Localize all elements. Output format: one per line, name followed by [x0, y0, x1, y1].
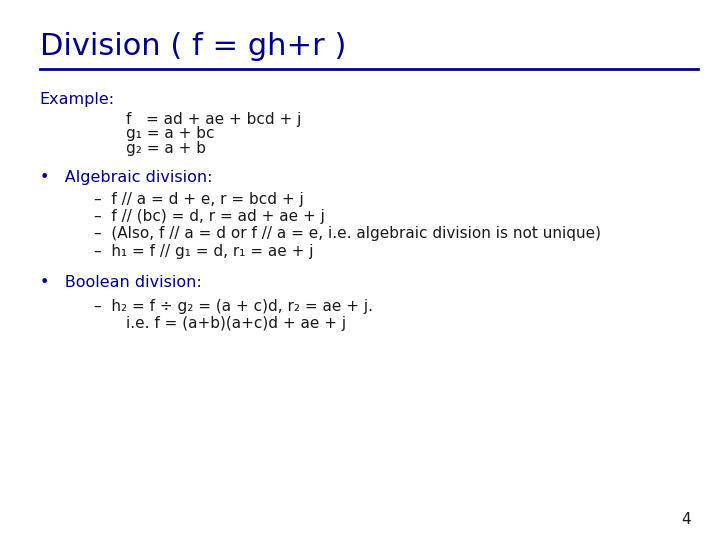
Text: f   = ad + ae + bcd + j: f = ad + ae + bcd + j: [126, 112, 302, 127]
Text: Example:: Example:: [40, 92, 114, 107]
Text: g₁ = a + bc: g₁ = a + bc: [126, 126, 215, 141]
Text: Division ( f = gh+r ): Division ( f = gh+r ): [40, 32, 346, 62]
Text: 4: 4: [682, 511, 691, 526]
Text: –  h₁ = f // g₁ = d, r₁ = ae + j: – h₁ = f // g₁ = d, r₁ = ae + j: [94, 244, 313, 259]
Text: –  f // (bc) = d, r = ad + ae + j: – f // (bc) = d, r = ad + ae + j: [94, 209, 325, 224]
Text: –  f // a = d + e, r = bcd + j: – f // a = d + e, r = bcd + j: [94, 192, 303, 207]
Text: –  (Also, f // a = d or f // a = e, i.e. algebraic division is not unique): – (Also, f // a = d or f // a = e, i.e. …: [94, 226, 600, 241]
Text: •   Algebraic division:: • Algebraic division:: [40, 170, 212, 185]
Text: •   Boolean division:: • Boolean division:: [40, 275, 202, 291]
Text: –  h₂ = f ÷ g₂ = (a + c)d, r₂ = ae + j.: – h₂ = f ÷ g₂ = (a + c)d, r₂ = ae + j.: [94, 299, 373, 314]
Text: g₂ = a + b: g₂ = a + b: [126, 141, 206, 156]
Text: i.e. f = (a+b)(a+c)d + ae + j: i.e. f = (a+b)(a+c)d + ae + j: [126, 316, 346, 331]
